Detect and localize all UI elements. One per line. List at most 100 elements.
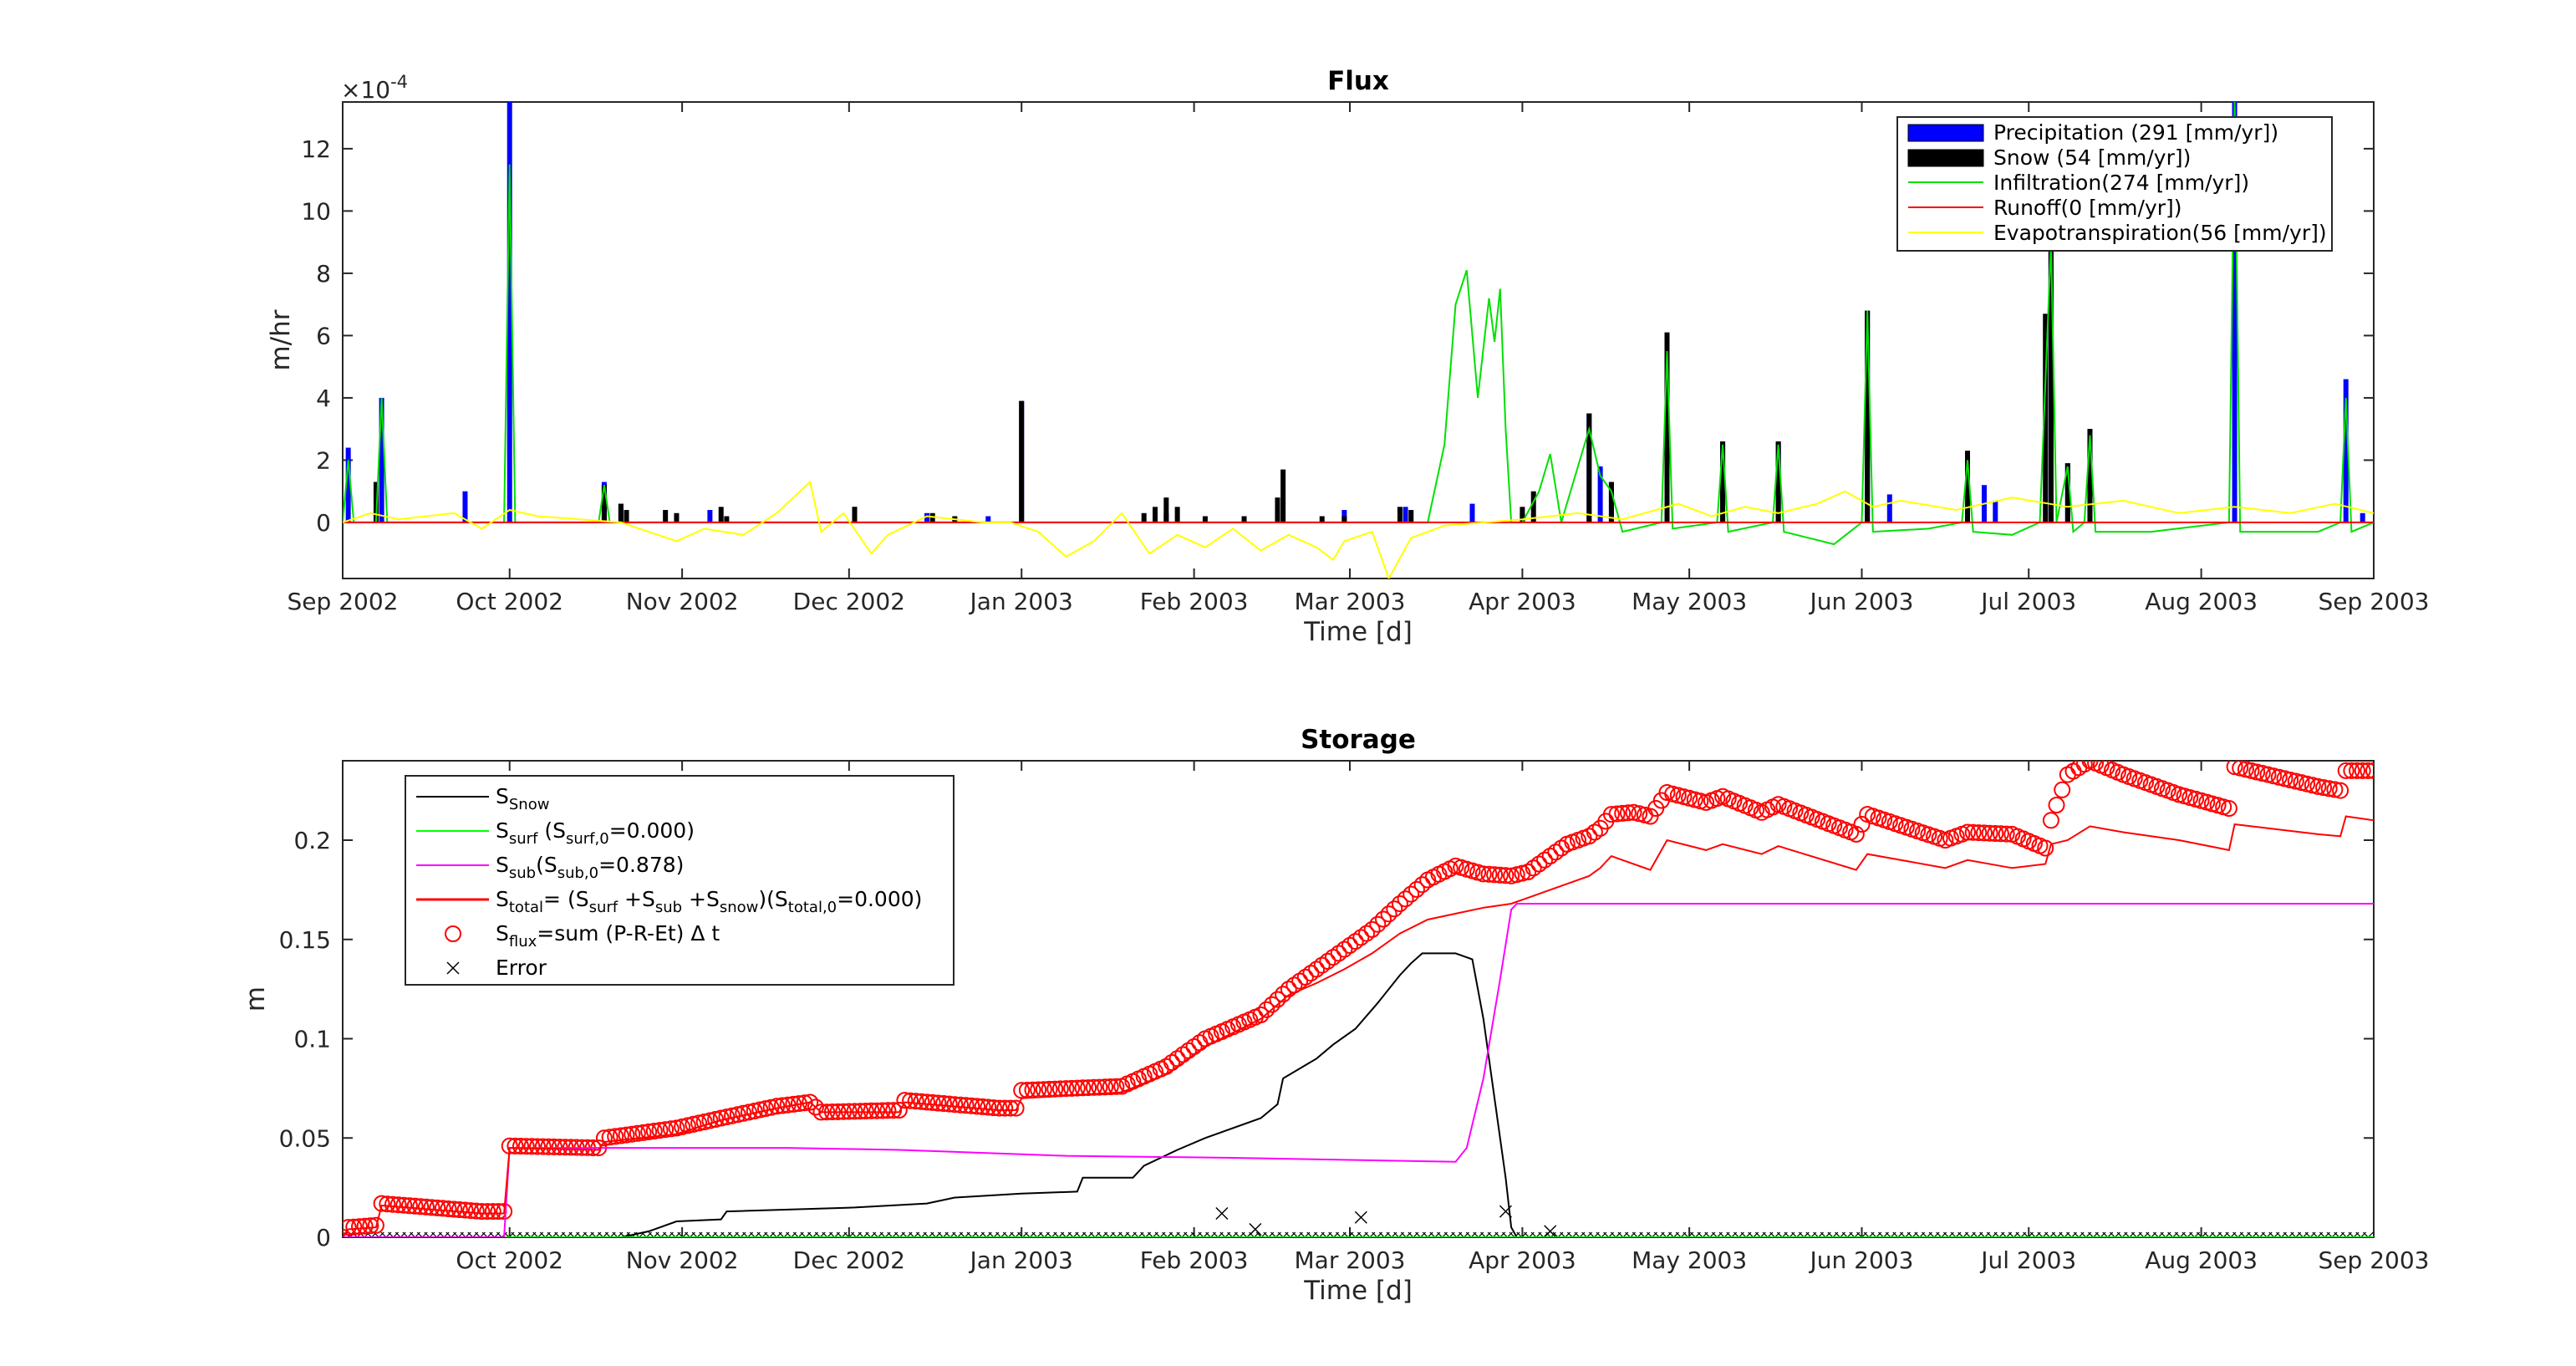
s-flux-marker (1486, 866, 1504, 884)
storage-y-axis-label: m (241, 986, 271, 1012)
s-flux-marker (2326, 781, 2344, 798)
snow-bar (1275, 497, 1280, 522)
precipitation-bar (379, 397, 384, 522)
s-flux-marker (974, 1098, 991, 1115)
s-flux-marker (523, 1138, 541, 1155)
s-flux-marker (1541, 848, 1559, 864)
legend-subscript: total (509, 899, 543, 916)
s-flux-marker (857, 1103, 874, 1119)
s-flux-marker (1380, 905, 1397, 923)
s-flux-marker (2042, 812, 2059, 829)
s-flux-marker (1330, 945, 1347, 962)
s-flux-marker (2309, 777, 2327, 795)
s-flux-marker (634, 1124, 652, 1141)
snow-bar (1586, 413, 1592, 522)
s-flux-marker (662, 1120, 680, 1138)
s-flux-marker (940, 1095, 958, 1113)
flux-axes: Flux Time [d] m/hr ×10-4 Sep 2002 Oct 200… (266, 66, 2429, 647)
s-flux-marker (980, 1098, 997, 1116)
s-flux-marker (467, 1202, 485, 1220)
snow-bar (2043, 313, 2049, 522)
legend-text: =sum (P-R-Et) Δ t (537, 921, 720, 945)
s-flux-marker (1581, 828, 1598, 845)
x-tick-label: Jun 2003 (1809, 588, 1914, 615)
s-flux-marker (1970, 824, 1988, 842)
legend-subscript: sub (509, 864, 536, 882)
legend-label: SSnow (496, 784, 549, 813)
legend-label: Evapotranspiration(56 [mm/yr]) (1993, 221, 2327, 245)
snow-bar (1965, 451, 1970, 522)
s-flux-marker (1107, 1078, 1125, 1095)
snow-bar (2087, 429, 2093, 522)
legend-swatch (1907, 149, 1984, 167)
s-flux-marker (924, 1093, 941, 1111)
y-tick-label: 0.15 (279, 926, 331, 954)
s-flux-marker (957, 1097, 975, 1114)
error-marker (1215, 1206, 1229, 1221)
s-flux-marker (1363, 920, 1381, 938)
y-tick-label: 0.1 (293, 1026, 331, 1053)
s-flux-marker (1341, 936, 1358, 954)
s-flux-marker (395, 1196, 413, 1214)
s-flux-marker (2320, 780, 2338, 798)
s-flux-marker (902, 1092, 919, 1109)
s-flux-marker (1302, 965, 1320, 982)
s-flux-marker (462, 1202, 480, 1220)
precipitation-bar (462, 491, 468, 522)
s-flux-marker (343, 1219, 357, 1236)
s-flux-marker (445, 1200, 463, 1218)
legend-label: Ssub(Ssub,0=0.878) (496, 853, 684, 882)
precipitation-bar (2343, 379, 2349, 522)
snow-bar (718, 507, 724, 522)
s-flux-marker (873, 1102, 891, 1119)
x-tick-label: Sep 2003 (2319, 1246, 2430, 1274)
x-tick-label: Jun 2003 (1809, 1246, 1914, 1274)
storage-x-axis-label: Time [d] (1303, 1276, 1413, 1306)
x-tick-label: Sep 2002 (288, 588, 399, 615)
y-tick-label: 6 (316, 322, 331, 349)
s-flux-marker (907, 1093, 924, 1110)
legend-label: Infiltration(274 [mm/yr]) (1993, 171, 2249, 195)
error-marker (1544, 1225, 1557, 1237)
s-flux-marker (540, 1138, 557, 1155)
s-flux-marker (990, 1099, 1008, 1117)
s-flux-marker (1998, 825, 2015, 843)
s-flux-marker (685, 1115, 702, 1133)
s-flux-marker (484, 1203, 501, 1221)
s-flux-marker (802, 1093, 819, 1111)
legend-text: Error (496, 956, 547, 980)
snow-bar (373, 482, 379, 522)
precipitation-bar (2360, 512, 2365, 522)
s-flux-marker (1091, 1078, 1108, 1096)
legend-swatch (1907, 124, 1984, 142)
s-flux-marker (400, 1197, 418, 1215)
y-tick-label: 2 (316, 446, 331, 474)
y-tick-label: 8 (316, 260, 331, 288)
snow-bar (2048, 242, 2054, 522)
s-flux-marker (1547, 844, 1565, 861)
s-flux-marker (1992, 825, 2009, 843)
s-flux-marker (384, 1195, 401, 1213)
legend-text: +S (618, 887, 655, 911)
legend-subscript: snow (720, 899, 759, 916)
s-flux-marker (674, 1118, 691, 1135)
s-flux-marker (1987, 825, 2004, 842)
s-flux-marker (929, 1094, 947, 1112)
s-flux-marker (963, 1097, 980, 1114)
s-snow-line (343, 952, 2374, 1237)
s-flux-marker (618, 1126, 635, 1144)
s-flux-marker (1497, 867, 1515, 884)
precipitation-bar (924, 512, 930, 522)
s-flux-marker (2048, 797, 2065, 813)
s-flux-marker (2315, 779, 2333, 797)
precipitation-bar (985, 516, 991, 522)
s-flux-marker (440, 1200, 457, 1217)
s-flux-marker (1347, 933, 1364, 951)
s-flux-marker (1375, 910, 1392, 928)
legend-text: = (S (543, 887, 589, 911)
flux-title: Flux (1327, 66, 1389, 96)
s-flux-marker (1391, 895, 1408, 912)
s-flux-marker (1280, 981, 1297, 998)
precipitation-bar (1469, 503, 1475, 522)
s-flux-marker (1408, 880, 1425, 898)
